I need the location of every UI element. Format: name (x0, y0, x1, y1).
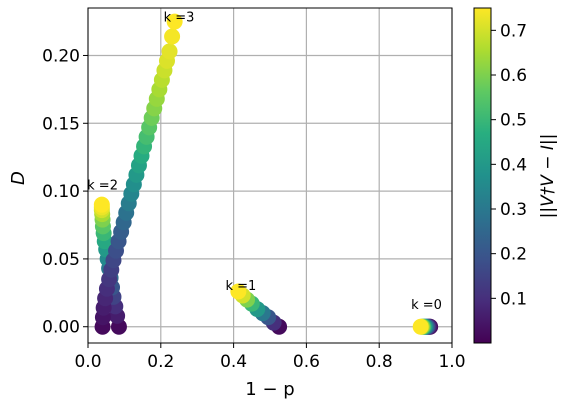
data-point-series-0 (412, 318, 429, 335)
annotation-label: k =1 (225, 279, 256, 294)
data-point-series-2 (93, 196, 110, 213)
x-ticks: 0.0 0.2 0.4 0.6 0.8 1.0 (74, 343, 466, 372)
annotation-label: k =3 (164, 11, 195, 26)
x-tick-label: 0.2 (147, 352, 174, 372)
annotation-label: k =0 (411, 298, 442, 313)
x-tick-label: 0.0 (74, 352, 101, 372)
colorbar-tick-label: 0.3 (500, 200, 527, 220)
annotation-label: k =2 (87, 179, 118, 194)
colorbar-ticks: 0.1 0.2 0.3 0.4 0.5 0.6 0.7 (491, 21, 527, 309)
colorbar-tick-label: 0.4 (500, 155, 527, 175)
colorbar-tick-label: 0.2 (500, 245, 527, 265)
y-axis-label: D (8, 171, 29, 185)
y-ticks: 0.00 0.05 0.10 0.15 0.20 (42, 46, 88, 338)
data-point-series-1 (230, 283, 247, 300)
annotations: k =0 k =1 k =2 k =3 (87, 11, 442, 314)
data-point-series-3 (166, 13, 183, 30)
data-point-series-3 (164, 28, 181, 45)
plot-frame (87, 7, 453, 344)
x-tick-label: 1.0 (438, 352, 465, 372)
data-point-series-3 (161, 43, 178, 60)
x-tick-label: 0.4 (220, 352, 247, 372)
x-tick-label: 0.8 (366, 352, 393, 372)
colorbar-tick-label: 0.7 (500, 21, 527, 41)
colorbar-tick-label: 0.1 (500, 289, 527, 309)
colorbar (473, 7, 492, 344)
colorbar-tick-label: 0.5 (500, 111, 527, 131)
data-points (93, 13, 439, 335)
x-axis-label: 1 − p (245, 379, 294, 400)
y-tick-label: 0.00 (42, 318, 80, 338)
x-tick-label: 0.6 (293, 352, 320, 372)
colorbar-tick-label: 0.6 (500, 66, 527, 86)
y-tick-label: 0.10 (42, 182, 80, 202)
y-tick-label: 0.20 (42, 46, 80, 66)
colorbar-label: ||V†V − I|| (538, 134, 558, 219)
y-tick-label: 0.05 (42, 250, 80, 270)
y-tick-label: 0.15 (42, 114, 80, 134)
